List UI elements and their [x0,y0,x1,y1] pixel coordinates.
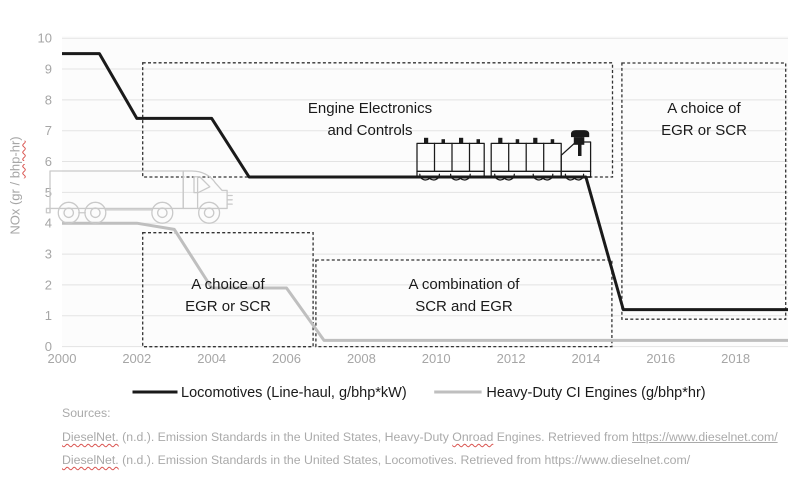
svg-text:2006: 2006 [272,351,301,366]
svg-text:EGR or SCR: EGR or SCR [185,298,271,315]
svg-text:3: 3 [45,247,52,262]
svg-text:2002: 2002 [122,351,151,366]
svg-text:EGR or SCR: EGR or SCR [661,122,747,139]
svg-text:2010: 2010 [422,351,451,366]
svg-text:10: 10 [38,31,52,46]
svg-text:2008: 2008 [347,351,376,366]
svg-text:2016: 2016 [646,351,675,366]
svg-text:Heavy-Duty CI Engines (g/bhp*h: Heavy-Duty CI Engines (g/bhp*hr) [486,385,705,401]
svg-text:2004: 2004 [197,351,226,366]
svg-text:5: 5 [45,185,52,200]
svg-text:2000: 2000 [48,351,77,366]
svg-text:8: 8 [45,92,52,107]
svg-text:4: 4 [45,216,52,231]
svg-text:2: 2 [45,277,52,292]
svg-text:2012: 2012 [497,351,526,366]
svg-text:SCR and EGR: SCR and EGR [415,298,513,315]
svg-text:1: 1 [45,308,52,323]
svg-text:9: 9 [45,62,52,77]
svg-text:A combination of: A combination of [409,276,521,293]
svg-text:and Controls: and Controls [327,122,412,139]
svg-text:Locomotives (Line-haul, g/bhp*: Locomotives (Line-haul, g/bhp*kW) [181,385,407,401]
svg-text:A choice of: A choice of [191,276,265,293]
svg-text:A choice of: A choice of [667,100,741,117]
svg-text:2014: 2014 [571,351,600,366]
svg-text:2018: 2018 [721,351,750,366]
svg-text:Engine Electronics: Engine Electronics [308,100,432,117]
svg-text:7: 7 [45,123,52,138]
svg-text:6: 6 [45,154,52,169]
